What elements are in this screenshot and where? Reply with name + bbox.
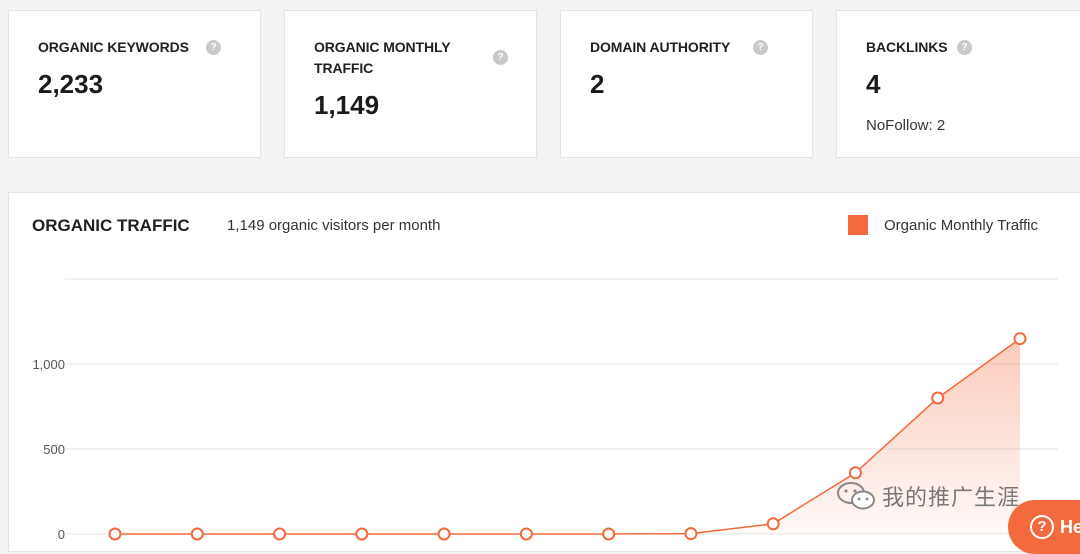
organic-monthly-traffic-card: ORGANIC MONTHLY TRAFFIC ? 1,149	[284, 10, 537, 158]
card-value: 2	[590, 69, 605, 99]
wechat-icon	[837, 482, 875, 510]
legend-swatch	[848, 215, 868, 235]
chart-legend[interactable]: Organic Monthly Traffic	[848, 215, 1038, 235]
card-value: 2,233	[38, 69, 104, 99]
backlinks-card: BACKLINKS ? 4 NoFollow: 2	[836, 10, 1080, 158]
help-button[interactable]: ? He	[1008, 500, 1080, 554]
card-title: BACKLINKS	[866, 39, 948, 55]
watermark: 我的推广生涯	[836, 480, 1020, 512]
help-circle-icon: ?	[1030, 515, 1054, 539]
legend-label: Organic Monthly Traffic	[884, 216, 1038, 234]
card-title: ORGANIC MONTHLY TRAFFIC	[314, 39, 451, 76]
card-value: 1,149	[314, 90, 380, 120]
help-icon[interactable]: ?	[493, 50, 508, 65]
help-icon[interactable]: ?	[957, 40, 972, 55]
panel-subtitle: 1,149 organic visitors per month	[227, 217, 441, 234]
domain-authority-card: DOMAIN AUTHORITY ? 2	[560, 10, 813, 158]
nofollow-count: NoFollow: 2	[866, 117, 946, 134]
organic-keywords-card: ORGANIC KEYWORDS ? 2,233	[8, 10, 261, 158]
card-title: DOMAIN AUTHORITY	[590, 39, 731, 55]
help-button-label: He	[1060, 516, 1080, 537]
help-icon[interactable]: ?	[206, 40, 221, 55]
card-title: ORGANIC KEYWORDS	[38, 39, 189, 55]
watermark-text: 我的推广生涯	[882, 485, 1021, 510]
panel-title: ORGANIC TRAFFIC	[32, 216, 190, 235]
card-value: 4	[866, 69, 881, 99]
help-icon[interactable]: ?	[753, 40, 768, 55]
